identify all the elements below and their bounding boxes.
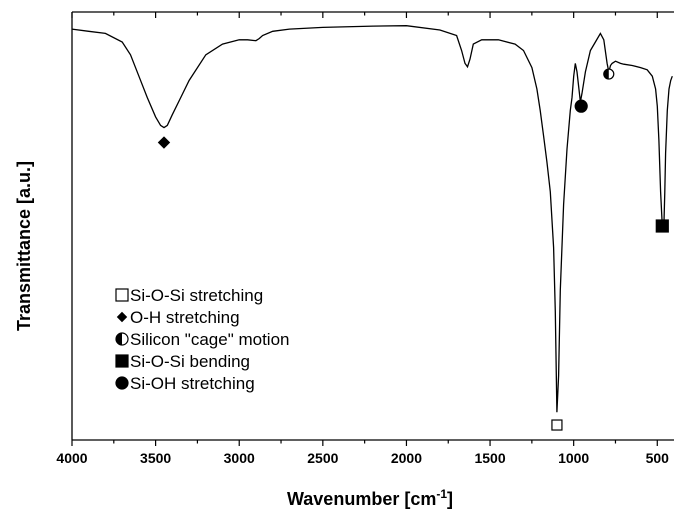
- legend-item: O-H stretching: [116, 308, 240, 327]
- marker-square-4: [655, 219, 669, 233]
- marker-circle-3-half: [603, 69, 609, 80]
- series-line-0: [71, 25, 673, 413]
- x-axis-label: Wavenumber [cm-1]: [287, 487, 453, 509]
- legend: Si-O-Si stretching O-H stretching Silicon …: [115, 286, 289, 393]
- plot-layer: [71, 25, 673, 431]
- marker-square-1: [551, 419, 563, 431]
- x-axis-label-close: ]: [447, 489, 453, 509]
- legend-item: Si-OH stretching: [115, 374, 255, 393]
- legend-label-1: O-H stretching: [130, 308, 240, 327]
- legend-symbol-circle-4: [115, 376, 129, 390]
- x-tick-label-5: 1500: [474, 450, 505, 466]
- legend-symbol-square-3: [115, 354, 129, 368]
- legend-label-2: Silicon "cage" motion: [130, 330, 289, 349]
- legend-symbol-circle-2-half: [116, 333, 122, 345]
- legend-symbol-circle-2: [115, 332, 129, 346]
- x-tick-label-0: 4000: [56, 450, 87, 466]
- legend-symbol-square-0: [115, 288, 129, 302]
- x-axis-label-main: Wavenumber [cm: [287, 489, 436, 509]
- marker-diamond-0: [157, 136, 171, 149]
- marker-circle-2: [574, 99, 588, 113]
- legend-item: Si-O-Si stretching: [115, 286, 263, 305]
- x-tick-label-1: 3500: [140, 450, 171, 466]
- legend-label-4: Si-OH stretching: [130, 374, 255, 393]
- x-tick-label-6: 1000: [558, 450, 589, 466]
- y-axis-label: Transmittance [a.u.]: [14, 161, 34, 331]
- x-tick-label-2: 3000: [224, 450, 255, 466]
- marker-circle-3: [603, 68, 615, 80]
- x-tick-label-3: 2500: [307, 450, 338, 466]
- legend-item: Si-O-Si bending: [115, 352, 250, 371]
- axis-layer: 4000 3500 3000 2500 2000 1500 1000 500: [56, 11, 674, 466]
- x-tick-label-7: 500: [646, 450, 670, 466]
- legend-symbol-diamond-1: [116, 311, 128, 323]
- x-axis-label-superscript: -1: [436, 487, 447, 501]
- legend-label-0: Si-O-Si stretching: [130, 286, 263, 305]
- legend-label-3: Si-O-Si bending: [130, 352, 250, 371]
- legend-item: Silicon "cage" motion: [115, 330, 289, 349]
- x-tick-label-4: 2000: [391, 450, 422, 466]
